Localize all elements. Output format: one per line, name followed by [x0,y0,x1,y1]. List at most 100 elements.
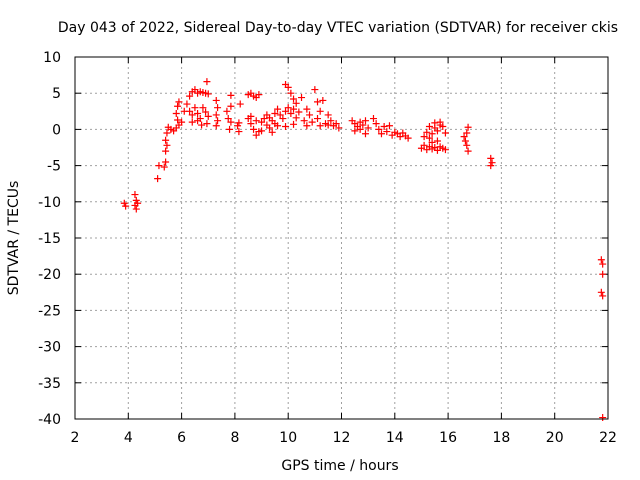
data-point [290,105,298,113]
y-tick-label: -25 [38,303,61,319]
data-point [327,117,335,125]
data-point [463,141,471,149]
data-point [174,102,182,110]
data-point [441,146,449,154]
y-tick-label: -30 [38,340,61,356]
data-point [385,122,393,130]
data-point [292,99,300,107]
data-point [295,108,303,116]
data-point [380,123,388,131]
y-tick-label: 10 [43,50,61,66]
data-point [335,124,343,132]
data-point [178,118,186,126]
data-point [204,112,212,120]
data-point [132,205,140,213]
data-point [460,133,468,141]
data-point [212,96,220,104]
data-point [284,104,292,112]
data-point [263,121,271,129]
x-tick-label: 14 [386,430,404,446]
data-point [433,137,441,145]
data-point [202,108,210,116]
data-point [258,127,266,135]
data-point [599,260,607,268]
data-point [204,90,212,98]
data-point [188,118,196,126]
data-point [316,122,324,130]
data-point [298,94,306,102]
data-point [290,95,298,103]
data-point [300,117,308,125]
data-point [191,86,199,94]
y-tick-label: -35 [38,376,61,392]
data-point [252,131,260,139]
data-point [599,292,607,300]
data-point [487,162,495,170]
data-point [383,128,391,136]
data-point [441,129,449,137]
x-tick-label: 4 [124,430,133,446]
y-tick-label: -20 [38,267,61,283]
data-point [175,98,183,106]
data-point [599,414,607,422]
data-point [198,121,206,129]
data-point [155,162,163,170]
data-point [314,115,322,123]
x-tick-label: 8 [230,430,239,446]
x-tick-label: 16 [439,430,457,446]
data-point [212,111,220,119]
data-point [247,120,255,128]
data-point [191,104,199,112]
data-point [359,121,367,129]
data-point [420,141,428,149]
data-point [214,104,222,112]
data-point [163,129,171,137]
data-point [258,118,266,126]
y-axis-label: SDTVAR / TECUs [6,181,22,296]
data-point [292,114,300,122]
x-tick-label: 6 [177,430,186,446]
data-point [287,109,295,117]
data-point [203,120,211,128]
data-point [194,117,202,125]
data-point [319,96,327,104]
data-point [212,122,220,130]
data-point [250,125,258,133]
data-point [235,119,243,127]
x-tick-label: 20 [546,430,564,446]
data-point [247,112,255,120]
data-point [433,146,441,154]
data-point [154,175,162,183]
data-point [311,86,319,94]
data-point [186,107,194,115]
x-tick-label: 22 [599,430,617,446]
data-point [271,120,279,128]
data-point [439,123,447,131]
data-point [223,107,231,115]
data-point [279,115,287,123]
data-point [134,199,142,207]
y-tick-label: -5 [47,159,61,175]
data-point [463,129,471,137]
data-point [227,102,235,110]
data-point [597,288,605,296]
x-tick-label: 12 [333,430,351,446]
y-tick-label: -10 [38,195,61,211]
data-point [227,118,235,126]
data-point [423,128,431,136]
y-tick-label: 0 [52,122,61,138]
data-point [433,127,441,135]
data-point [122,202,130,210]
data-point [431,119,439,127]
data-point [255,91,263,99]
y-tick-label: -15 [38,231,61,247]
x-axis-label: GPS time / hours [281,458,398,474]
data-point [186,92,194,100]
data-point [162,147,170,155]
data-point [276,111,284,119]
data-point [252,117,260,125]
data-point [425,123,433,131]
data-point [487,154,495,162]
y-tick-label: 5 [52,86,61,102]
